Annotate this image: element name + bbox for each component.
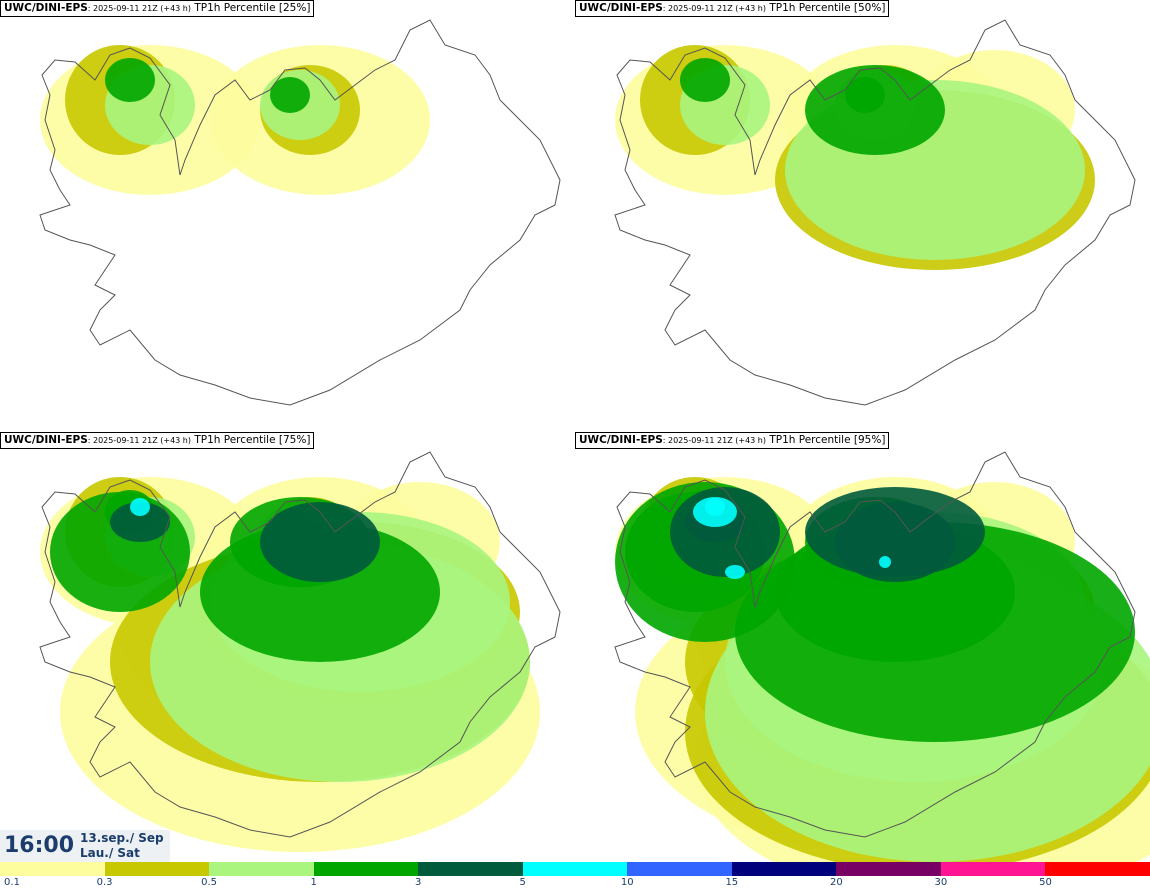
iceland-precipitation-map (614, 451, 1150, 862)
panel-title: UWC/DINI-EPS: 2025-09-11 21Z (+43 h) TP1… (0, 432, 315, 449)
iceland-precipitation-map (39, 451, 561, 852)
precip-area (735, 522, 1135, 742)
precip-area (270, 77, 310, 113)
panel-title: UWC/DINI-EPS: 2025-09-11 21Z (+43 h) TP1… (0, 0, 315, 17)
iceland-coastline (614, 19, 1136, 406)
legend-color-bin (940, 862, 1046, 876)
model-name: UWC/DINI-EPS (579, 434, 663, 446)
valid-weekday: Lau./ Sat (80, 846, 140, 860)
legend-tick-label: 15 (725, 877, 739, 888)
legend-color-bin (313, 862, 419, 876)
legend-color-bin (1045, 862, 1150, 876)
run-time: : 2025-09-11 21Z (+43 h) (662, 436, 766, 445)
legend-color-bin (418, 862, 523, 876)
valid-date: 13.sep./ Sep (80, 831, 164, 845)
iceland-precipitation-map (39, 19, 561, 406)
forecast-map-panel: UWC/DINI-EPS: 2025-09-11 21Z (+43 h) TP1… (575, 432, 1150, 862)
forecast-map-panel: UWC/DINI-EPS: 2025-09-11 21Z (+43 h) TP1… (0, 0, 575, 430)
run-time: : 2025-09-11 21Z (+43 h) (662, 4, 766, 13)
precip-area (805, 65, 945, 155)
legend-color-bin (209, 862, 314, 876)
legend-tick-label: 1 (310, 877, 317, 888)
legend-color-bin (836, 862, 941, 876)
precip-area (879, 556, 891, 568)
legend-tick-label: 0.3 (96, 877, 113, 888)
model-name: UWC/DINI-EPS (4, 434, 88, 446)
product-name: TP1h Percentile [95%] (765, 434, 886, 446)
iceland-coastline (614, 451, 1136, 838)
model-name: UWC/DINI-EPS (4, 2, 88, 14)
precip-area (680, 58, 730, 102)
iceland-coastline (39, 451, 561, 838)
panel-title: UWC/DINI-EPS: 2025-09-11 21Z (+43 h) TP1… (575, 432, 890, 449)
model-name: UWC/DINI-EPS (579, 2, 663, 14)
iceland-precipitation-map (614, 19, 1136, 406)
legend-color-bin (627, 862, 732, 876)
run-time: : 2025-09-11 21Z (+43 h) (87, 4, 191, 13)
legend-tick-label: 50 (1039, 877, 1052, 888)
legend-tick-label: 5 (519, 877, 526, 888)
legend-colorbar (0, 862, 1150, 876)
legend-tick-label: 3 (414, 877, 422, 888)
legend-tick-label: 0.5 (201, 877, 218, 888)
valid-time-box: 16:00 13.sep./ Sep Lau./ Sat (0, 830, 170, 862)
forecast-map-panel: UWC/DINI-EPS: 2025-09-11 21Z (+43 h) TP1… (0, 432, 575, 862)
legend-tick-label: 30 (934, 877, 948, 888)
product-name: TP1h Percentile [50%] (765, 2, 886, 14)
precipitation-legend: 0.1 0.3 0.5 1 3 5 10 15 20 30 50 (0, 862, 1150, 891)
iceland-coastline (39, 19, 561, 406)
legend-color-bin (522, 862, 628, 876)
legend-color-bin (104, 862, 210, 876)
precip-area (105, 58, 155, 102)
run-time: : 2025-09-11 21Z (+43 h) (87, 436, 191, 445)
precip-area (200, 522, 440, 662)
legend-color-bin (0, 862, 105, 876)
forecast-map-panel: UWC/DINI-EPS: 2025-09-11 21Z (+43 h) TP1… (575, 0, 1150, 430)
precip-area (110, 502, 170, 542)
precip-area (693, 497, 737, 527)
valid-time-clock: 16:00 (4, 833, 75, 858)
precip-area (725, 565, 745, 579)
legend-tick-label: 0.1 (4, 877, 20, 888)
precip-area (805, 487, 985, 577)
precip-area (260, 502, 380, 582)
product-name: TP1h Percentile [25%] (190, 2, 311, 14)
legend-tick-label: 10 (620, 877, 634, 888)
panel-title: UWC/DINI-EPS: 2025-09-11 21Z (+43 h) TP1… (575, 0, 890, 17)
legend-color-bin (731, 862, 837, 876)
product-name: TP1h Percentile [75%] (190, 434, 311, 446)
precip-area (130, 498, 150, 516)
legend-tick-label: 20 (829, 877, 843, 888)
